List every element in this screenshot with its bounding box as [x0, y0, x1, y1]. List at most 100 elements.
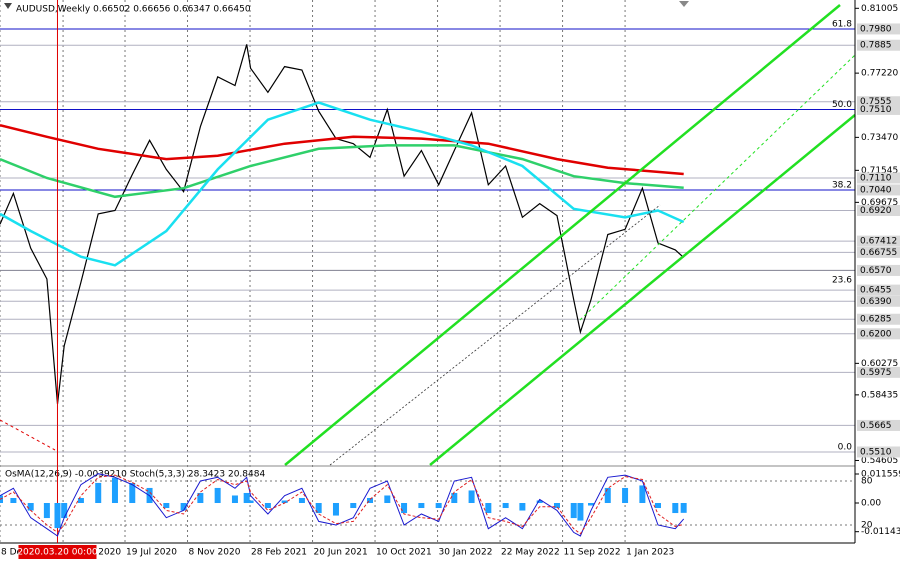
osma-bar: [485, 503, 492, 514]
scroll-marker: [4, 3, 12, 9]
level-box: [857, 184, 900, 196]
osma-bar: [77, 497, 84, 504]
osma-bar: [401, 503, 408, 514]
channel-line: [429, 114, 856, 466]
y-tick-label: 0.77220: [861, 69, 898, 79]
osma-bar: [298, 497, 305, 504]
osma-bar: [367, 497, 374, 504]
y-tick-label: 0.81005: [861, 4, 898, 14]
osma-bar: [61, 503, 68, 519]
osma-bar: [622, 487, 629, 504]
x-tick-label: 19 Jul 2020: [126, 548, 177, 558]
osma-bar: [43, 503, 50, 519]
y-tick-label: 80: [861, 477, 873, 487]
x-tick-label: 10 Oct 2021: [376, 548, 432, 558]
stoch-line: [0, 474, 684, 535]
stoch-line: [0, 473, 685, 537]
level-label: 0.6570: [860, 266, 892, 276]
level-label: 0.6455: [860, 286, 892, 296]
x-tick-label: 11 Sep 2022: [564, 548, 621, 558]
osma-bar: [553, 503, 560, 509]
level-box: [857, 313, 900, 325]
level-box: [857, 172, 900, 184]
osma-bar: [384, 495, 391, 504]
osma-bar: [27, 503, 34, 511]
osma-bar: [604, 487, 611, 504]
osma-bar: [264, 503, 271, 509]
level-label: 0.66755: [860, 248, 897, 258]
x-tick-label: 22 May 2022: [501, 548, 560, 558]
level-box: [857, 23, 900, 35]
y-tick-label: 20: [861, 521, 873, 531]
osma-bar: [281, 500, 288, 504]
chart-title: AUDUSD,Weekly 0.66502 0.66656 0.66347 0.…: [16, 5, 251, 15]
indicator-title: OsMA(12,26,9) -0.0039210 Stoch(5,3,3) 28…: [5, 470, 265, 480]
x-tick-label: 20 Jun 2021: [314, 548, 368, 558]
price-line: [0, 101, 685, 267]
osma-bar: [129, 482, 136, 504]
level-label: 0.7555: [860, 97, 892, 107]
osma-bar: [654, 503, 661, 509]
osma-bar: [451, 492, 458, 504]
osma-bar: [570, 503, 577, 519]
fib-label: 23.6: [832, 275, 852, 285]
level-box: [857, 366, 900, 378]
level-label: 0.5510: [860, 447, 892, 457]
price-line: [0, 123, 684, 176]
osma-bar: [95, 482, 102, 504]
osma-bar: [180, 503, 187, 511]
level-label: 0.5975: [860, 368, 892, 378]
y-tick-label: 0.71545: [861, 166, 898, 176]
osma-bar: [680, 503, 687, 513]
level-box: [857, 419, 900, 431]
y-tick-label: 0.60275: [861, 359, 898, 369]
osma-bar: [54, 503, 61, 529]
fib-label: 0.0: [838, 442, 853, 452]
osma-bar: [231, 495, 238, 504]
osma-bar: [672, 503, 679, 514]
level-label: 0.6200: [860, 329, 892, 339]
channel-line: [284, 4, 841, 466]
y-tick-label: 0.0115593: [861, 470, 900, 480]
level-box: [857, 328, 900, 340]
channel-mid: [579, 54, 856, 321]
y-tick-label: 0.00: [861, 499, 881, 509]
fib-label: 61.8: [832, 19, 852, 29]
osma-bar: [502, 503, 509, 509]
osma-bar: [0, 495, 3, 504]
y-tick-label: 0.73470: [861, 133, 898, 143]
channel-lines: [0, 4, 856, 466]
osma-bar: [536, 500, 543, 504]
osma-bar: [243, 492, 250, 504]
level-label: 0.7885: [860, 41, 892, 51]
osma-bar: [214, 487, 221, 504]
shift-marker: [679, 1, 689, 7]
osma-bar: [435, 503, 442, 509]
fib-label: 50.0: [832, 100, 852, 110]
osma-bar: [519, 503, 526, 511]
osma-bar: [588, 503, 595, 506]
osma-bar: [163, 503, 170, 509]
level-box: [857, 103, 900, 115]
level-box: [857, 235, 900, 247]
level-label: 0.6920: [860, 206, 892, 216]
osma-bar: [577, 503, 584, 521]
level-label: 0.6285: [860, 315, 892, 325]
osma-bar: [418, 503, 425, 509]
level-box: [857, 295, 900, 307]
level-label: 0.5665: [860, 421, 892, 431]
x-tick-label: 28 Feb 2021: [251, 548, 307, 558]
osma-bar: [247, 500, 254, 504]
level-box: [857, 284, 900, 296]
osma-bar: [10, 497, 17, 504]
y-tick-label: 0.58435: [861, 390, 898, 400]
y-tick-label: 0.54605: [861, 456, 898, 466]
level-label: 0.6390: [860, 297, 892, 307]
level-label: 0.67412: [860, 237, 897, 247]
cursor-box: [18, 545, 97, 559]
level-label: 0.7040: [860, 185, 892, 195]
y-tick-label: 0.69675: [861, 198, 898, 208]
fib-label: 38.2: [832, 180, 852, 190]
